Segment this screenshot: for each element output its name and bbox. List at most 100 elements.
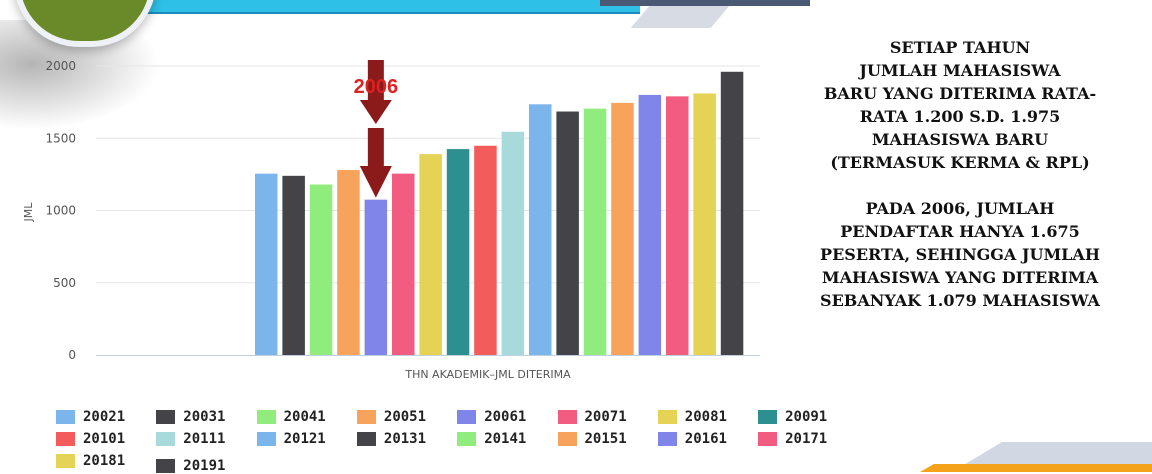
bar-20061 (364, 199, 388, 355)
y-axis-title: JML (22, 202, 35, 223)
bar-20121 (529, 104, 552, 355)
legend-swatch (557, 410, 577, 424)
bar-20161 (638, 94, 662, 356)
legend-item-20161: 20161 (657, 431, 727, 447)
legend-swatch (56, 410, 75, 424)
bar-chart: 0 500 1000 1500 2000 JML THN AKADEMIK–JML DI… (22, 59, 760, 381)
legend-swatch (657, 432, 677, 446)
header-bar (120, 0, 640, 14)
legend-item-20031: 20031 (156, 409, 225, 425)
bar-20101 (474, 145, 497, 355)
legend-item-20131: 20131 (356, 431, 426, 447)
bar-20151 (611, 102, 634, 355)
y-tick-label: 0 (68, 348, 76, 362)
legend-swatch (156, 432, 176, 446)
note-line: PENDAFTAR HANYA 1.675 (840, 222, 1080, 241)
y-tick-label: 2000 (45, 59, 76, 73)
legend-label: 20161 (684, 431, 727, 447)
callout-arrow-upper-head (359, 100, 392, 124)
header-accent-bar (600, 0, 810, 6)
legend-item-20171: 20171 (758, 431, 827, 447)
legend-label: 20111 (183, 431, 226, 447)
note-line: BARU YANG DITERIMA RATA- (823, 84, 1097, 103)
legend-item-20051: 20051 (356, 409, 427, 425)
legend-swatch (457, 432, 477, 446)
bar-20091 (446, 149, 470, 355)
legend-label: 20041 (283, 409, 326, 425)
bars (255, 71, 744, 356)
callout-arrow-upper-shaft (367, 60, 384, 104)
bar-20041 (309, 184, 333, 355)
legend-item-20081: 20081 (657, 409, 727, 425)
legend-label: 20171 (785, 431, 828, 447)
legend-swatch (56, 432, 75, 446)
legend-label: 20141 (484, 431, 527, 447)
note-line: PADA 2006, JUMLAH (865, 199, 1055, 218)
note-line: SEBANYAK 1.079 MAHASISWA (820, 291, 1100, 310)
legend-label: 20121 (283, 431, 326, 447)
legend-label: 20181 (83, 453, 126, 469)
legend-swatch (256, 410, 276, 424)
legend-label: 20031 (183, 409, 226, 425)
legend-swatch (758, 432, 778, 446)
bar-20051 (337, 170, 360, 355)
callout-arrow-lower-head (359, 166, 392, 198)
legend-item-20121: 20121 (256, 431, 326, 447)
bar-20031 (282, 175, 305, 355)
bar-20131 (556, 111, 579, 355)
legend-label: 20081 (684, 409, 727, 425)
y-tick-label: 1500 (45, 131, 76, 145)
legend-item-20191: 20191 (156, 458, 225, 474)
legend-item-20061: 20061 (457, 409, 526, 425)
bar-20071 (392, 173, 415, 355)
legend-label: 20021 (83, 409, 126, 425)
legend-label: 20191 (183, 458, 226, 474)
legend-swatch (256, 432, 276, 446)
legend-swatch (657, 410, 677, 424)
legend-item-20041: 20041 (256, 409, 326, 425)
legend-item-20151: 20151 (557, 431, 627, 447)
bar-20021 (255, 173, 278, 355)
legend-swatch (156, 410, 176, 424)
legend-swatch (457, 410, 477, 424)
x-axis-title: THN AKADEMIK–JML DITERIMA (404, 368, 571, 381)
legend-label: 20101 (83, 431, 126, 447)
legend-item-20141: 20141 (457, 431, 526, 447)
callout-arrow-lower-shaft (367, 128, 384, 168)
legend-item-20071: 20071 (557, 409, 627, 425)
legend-label: 20071 (584, 409, 627, 425)
bar-20081 (419, 154, 442, 355)
y-tick-label: 500 (53, 276, 76, 290)
legend-item-20111: 20111 (156, 431, 225, 447)
legend-item-20101: 20101 (56, 431, 125, 447)
legend-swatch (758, 410, 778, 424)
legend-label: 20061 (484, 409, 527, 425)
legend-label: 20051 (383, 409, 427, 425)
note-line: (TERMASUK KERMA & RPL) (830, 153, 1090, 172)
legend-item-20181: 20181 (56, 453, 125, 469)
note-line: RATA 1.200 S.D. 1.975 (859, 107, 1061, 126)
y-axis-ticks: 0 500 1000 1500 2000 (45, 59, 76, 362)
bar-20191 (720, 71, 744, 355)
y-tick-label: 1000 (45, 204, 76, 218)
legend-label: 20091 (785, 409, 828, 425)
bar-20141 (583, 108, 607, 355)
notes-block-2006: PADA 2006, JUMLAH PENDAFTAR HANYA 1.675 PE… (768, 197, 1152, 312)
legend-swatch (356, 410, 376, 424)
legend-swatch (156, 459, 176, 473)
legend-label: 20151 (584, 431, 627, 447)
note-line: MAHASISWA BARU (871, 130, 1049, 149)
notes-panel: SETIAP TAHUN JUMLAH MAHASISWA BARU YANG DI… (768, 36, 1152, 312)
legend-item-20021: 20021 (56, 409, 125, 425)
legend-swatch (557, 432, 577, 446)
bar-20181 (693, 93, 716, 355)
legend-swatch (356, 432, 376, 446)
note-line: PESERTA, SEHINGGA JUMLAH (820, 245, 1100, 264)
notes-block-summary: SETIAP TAHUN JUMLAH MAHASISWA BARU YANG DI… (768, 36, 1152, 174)
legend-item-20091: 20091 (758, 409, 827, 425)
bar-20111 (501, 131, 525, 355)
note-line: JUMLAH MAHASISWA (859, 61, 1061, 80)
note-line: SETIAP TAHUN (889, 38, 1031, 57)
legend-swatch (56, 454, 75, 468)
note-line: MAHASISWA YANG DITERIMA (821, 268, 1099, 287)
